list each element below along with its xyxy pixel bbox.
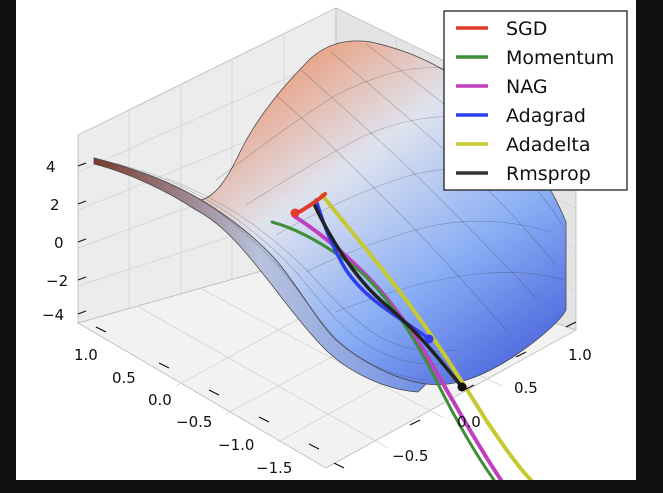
x-tick-label: 0.5 xyxy=(112,369,136,387)
x-tick-label: 0.0 xyxy=(148,391,172,409)
x-tick-label: 1.0 xyxy=(74,346,98,364)
z-tick-label: −4 xyxy=(42,306,64,324)
z-tick-label: 0 xyxy=(54,234,64,252)
legend-label: NAG xyxy=(506,76,548,98)
series-rmsprop-path xyxy=(312,202,464,389)
x-tick-label: −1.5 xyxy=(256,459,292,477)
optimizer-trajectories xyxy=(270,192,533,480)
y-tick-labels: 1.0 0.5 0.0 −0.5 xyxy=(392,346,592,465)
legend: SGD Momentum NAG Adagrad Adadelta Rmsprop xyxy=(443,10,628,191)
legend-label: Rmsprop xyxy=(506,163,591,185)
legend-box xyxy=(443,10,628,191)
y-tick-label: 0.0 xyxy=(457,413,481,431)
legend-items: SGD Momentum NAG Adagrad Adadelta Rmsprop xyxy=(456,18,614,185)
chart-frame: 4 2 0 −2 −4 1.0 0.5 0.0 −0.5 −1.0 −1.5 1… xyxy=(16,0,636,480)
saddle-surface-chart: 4 2 0 −2 −4 1.0 0.5 0.0 −0.5 −1.0 −1.5 1… xyxy=(42,7,628,480)
adagrad-marker xyxy=(424,334,434,344)
sgd-start-marker xyxy=(290,208,300,218)
legend-label: SGD xyxy=(506,18,547,40)
x-tick-labels: 1.0 0.5 0.0 −0.5 −1.0 −1.5 xyxy=(74,346,292,477)
series-adadelta-path xyxy=(320,193,533,480)
y-tick-label: −0.5 xyxy=(392,447,428,465)
z-tick-labels: 4 2 0 −2 −4 xyxy=(42,158,68,324)
z-tick-label: −2 xyxy=(46,272,68,290)
rmsprop-marker xyxy=(457,382,467,392)
x-tick-label: −0.5 xyxy=(176,413,212,431)
legend-label: Adagrad xyxy=(506,105,586,127)
series-sgd-path xyxy=(292,192,327,216)
y-tick-label: 1.0 xyxy=(568,346,592,364)
z-tick-label: 2 xyxy=(50,196,60,214)
z-tick-label: 4 xyxy=(46,158,56,176)
y-tick-label: 0.5 xyxy=(514,379,538,397)
tick-marks xyxy=(77,162,577,469)
x-tick-label: −1.0 xyxy=(218,436,254,454)
legend-label: Momentum xyxy=(506,47,614,69)
legend-label: Adadelta xyxy=(506,134,591,156)
